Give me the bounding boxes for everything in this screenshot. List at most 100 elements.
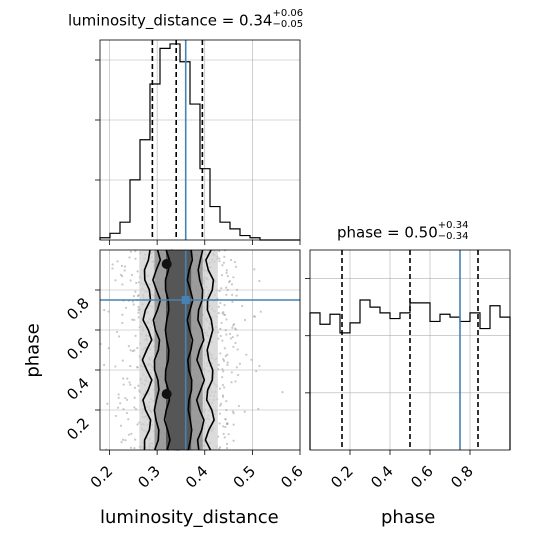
sample-point bbox=[220, 287, 223, 290]
sample-point bbox=[245, 353, 248, 356]
sample-point bbox=[136, 346, 139, 350]
sample-point bbox=[127, 345, 130, 348]
sample-point bbox=[231, 410, 235, 413]
sample-point bbox=[219, 446, 222, 449]
sample-point bbox=[126, 377, 129, 380]
sample-point bbox=[235, 288, 239, 291]
sample-point bbox=[226, 363, 229, 366]
sample-point bbox=[229, 258, 233, 262]
panel1-bar bbox=[110, 233, 120, 240]
sample-point bbox=[218, 412, 222, 415]
sample-point bbox=[219, 334, 222, 338]
sample-point bbox=[253, 268, 256, 271]
panel3-bar bbox=[410, 303, 420, 450]
sample-point bbox=[234, 380, 237, 383]
sample-point bbox=[220, 273, 224, 277]
sample-point bbox=[222, 359, 226, 362]
sample-point bbox=[131, 350, 135, 353]
sample-point bbox=[219, 327, 222, 330]
sample-point bbox=[237, 373, 240, 377]
x-axis-label-right: phase bbox=[381, 507, 436, 528]
sample-point bbox=[228, 332, 232, 336]
sample-point bbox=[222, 395, 225, 398]
panel1-bar bbox=[170, 44, 180, 240]
panel3-bar bbox=[360, 300, 370, 450]
panel1-bar bbox=[220, 222, 230, 240]
sample-point bbox=[225, 400, 228, 403]
sample-point bbox=[129, 250, 132, 253]
panel3-x-tick-label: 0.2 bbox=[327, 462, 357, 492]
sample-point bbox=[227, 433, 230, 436]
sample-point bbox=[226, 353, 229, 356]
density-band-3 bbox=[166, 250, 192, 450]
sample-point bbox=[218, 387, 222, 390]
panel3-x-tick-label: 0.4 bbox=[367, 462, 397, 492]
panel1-title: luminosity_distance = 0.34 +0.06 −0.05 bbox=[68, 8, 303, 32]
panel1-title-minus: −0.05 bbox=[272, 19, 304, 30]
sample-point bbox=[102, 363, 106, 367]
sample-point bbox=[223, 436, 226, 439]
sample-point bbox=[221, 376, 224, 379]
sample-point bbox=[222, 432, 225, 436]
sample-point bbox=[231, 293, 234, 296]
sample-point bbox=[119, 424, 123, 427]
panel3-bar bbox=[490, 306, 500, 450]
panel1-bar bbox=[140, 140, 150, 240]
sample-point bbox=[119, 402, 122, 405]
sample-point bbox=[129, 349, 132, 352]
sample-point bbox=[119, 273, 123, 276]
sample-point bbox=[222, 425, 225, 428]
sample-point bbox=[133, 386, 136, 389]
panel3-bar bbox=[350, 323, 360, 450]
sample-point bbox=[231, 326, 234, 329]
sample-point bbox=[103, 308, 106, 312]
sample-point bbox=[125, 398, 129, 401]
sample-point bbox=[243, 410, 246, 413]
sample-point bbox=[221, 264, 224, 267]
sample-point bbox=[124, 265, 127, 268]
sample-point bbox=[241, 304, 244, 308]
sample-point bbox=[224, 329, 227, 332]
sample-point bbox=[121, 313, 124, 316]
sample-point bbox=[232, 345, 235, 348]
sample-point bbox=[132, 303, 135, 306]
sample-point bbox=[121, 359, 124, 362]
sample-point bbox=[107, 347, 110, 350]
panel1-title-errors: +0.06 −0.05 bbox=[272, 8, 303, 30]
sample-point bbox=[137, 311, 140, 314]
sample-point bbox=[111, 263, 114, 266]
sample-point bbox=[225, 333, 228, 336]
panel3-bar bbox=[320, 324, 330, 450]
sample-point bbox=[133, 406, 136, 409]
sample-point bbox=[136, 366, 139, 369]
sample-point bbox=[134, 257, 137, 260]
sample-point bbox=[252, 315, 256, 318]
panel1-bar bbox=[160, 48, 170, 240]
panel1-bar bbox=[230, 229, 240, 240]
sample-point bbox=[222, 358, 225, 361]
sample-point bbox=[133, 447, 136, 450]
sample-point bbox=[255, 370, 258, 373]
sample-point bbox=[116, 406, 120, 409]
panel1-bar bbox=[210, 207, 220, 240]
sample-point bbox=[134, 408, 138, 411]
sample-point bbox=[123, 269, 126, 272]
sample-point bbox=[219, 404, 222, 407]
panel3-x-tick-label: 0.6 bbox=[407, 462, 437, 492]
sample-point bbox=[217, 363, 220, 366]
panel2-truth-marker bbox=[181, 296, 190, 304]
density-peak bbox=[161, 259, 172, 269]
sample-point bbox=[281, 391, 284, 394]
panel2-y-tick-label: 0.8 bbox=[63, 294, 93, 324]
sample-point bbox=[234, 265, 238, 268]
sample-point bbox=[218, 260, 221, 263]
sample-point bbox=[121, 321, 124, 325]
sample-point bbox=[129, 446, 133, 449]
sample-point bbox=[225, 271, 228, 274]
sample-point bbox=[221, 312, 224, 315]
sample-point bbox=[232, 439, 235, 442]
sample-point bbox=[120, 264, 124, 267]
sample-point bbox=[217, 337, 220, 340]
panel1-bar bbox=[240, 236, 250, 240]
sample-point bbox=[233, 260, 237, 264]
